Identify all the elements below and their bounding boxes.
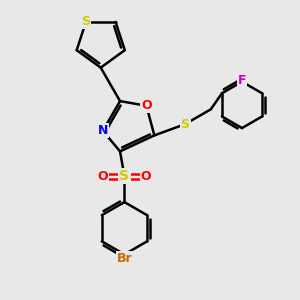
Text: O: O [141,99,152,112]
Text: S: S [81,15,90,28]
Text: F: F [238,74,246,87]
Text: S: S [181,118,190,131]
Text: O: O [140,170,151,183]
Text: Br: Br [117,252,132,266]
Text: S: S [119,169,129,183]
Text: O: O [98,170,108,183]
Text: N: N [98,124,108,137]
